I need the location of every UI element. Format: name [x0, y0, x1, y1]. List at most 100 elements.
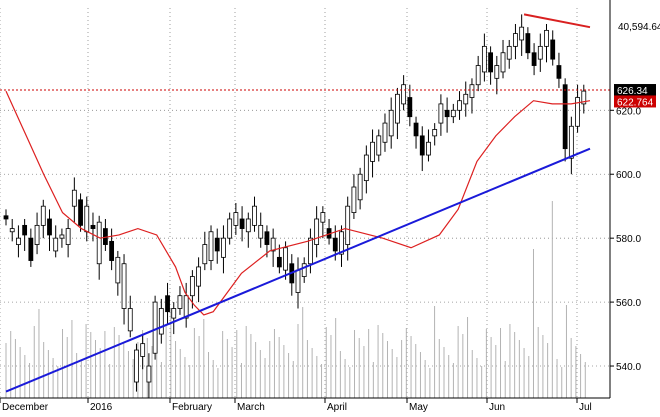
- candle-body-8: [53, 237, 59, 252]
- candle-body-36: [227, 218, 233, 239]
- candle-body-77: [481, 45, 487, 73]
- y-tick-label-0: 540.0: [616, 362, 641, 373]
- trendline-1: [523, 13, 591, 29]
- candle-body-66: [413, 122, 419, 137]
- x-tick-label-2: February: [172, 402, 212, 412]
- candle-body-37: [233, 212, 239, 226]
- y-tick-label-4: 620.0: [616, 106, 641, 117]
- candle-body-13: [84, 205, 90, 233]
- candle-body-82: [513, 33, 518, 47]
- candle-body-18: [115, 256, 121, 284]
- candle-body-57: [357, 173, 363, 201]
- candle-body-30: [189, 276, 195, 297]
- candle-body-7: [47, 218, 52, 236]
- candle-body-1: [9, 228, 15, 233]
- candle-body-73: [457, 100, 462, 111]
- candle-body-3: [22, 224, 28, 236]
- x-tick-label-6: Jun: [489, 402, 505, 412]
- candle-body-0: [3, 215, 9, 220]
- candle-body-87: [544, 29, 549, 47]
- candle-body-67: [419, 135, 425, 156]
- candle-body-29: [183, 295, 189, 319]
- candle-body-48: [301, 263, 307, 277]
- candle-body-78: [488, 52, 493, 73]
- candle-body-34: [214, 237, 220, 252]
- x-tick-label-4: April: [327, 402, 347, 412]
- candle-body-44: [276, 256, 282, 268]
- candle-body-41: [258, 224, 264, 239]
- candle-body-25: [158, 308, 164, 335]
- candle-body-26: [165, 295, 170, 313]
- candle-body-62: [388, 109, 394, 137]
- candle-body-58: [363, 154, 369, 182]
- candle-body-60: [376, 135, 382, 156]
- y-tick-label-1: 560.0: [616, 298, 641, 309]
- candle-body-2: [16, 237, 21, 245]
- x-tick-label-1: 2016: [90, 402, 113, 412]
- candle-body-80: [500, 52, 506, 73]
- trendlines: [5, 13, 591, 393]
- candle-body-93: [581, 90, 587, 105]
- candle-body-40: [252, 205, 257, 226]
- price-box-label-1: 622.764: [617, 97, 654, 108]
- trendline-0: [5, 147, 591, 393]
- candle-body-85: [531, 52, 537, 66]
- candle-body-39: [245, 218, 251, 233]
- candle-body-83: [519, 26, 525, 41]
- candle-body-90: [562, 84, 568, 150]
- candle-body-55: [345, 205, 351, 245]
- candle-body-5: [34, 224, 40, 245]
- candle-body-4: [28, 237, 34, 261]
- candle-body-43: [270, 237, 276, 252]
- x-tick-label-7: Jul: [579, 402, 592, 412]
- candle-body-35: [221, 237, 226, 258]
- candle-body-50: [314, 218, 320, 245]
- candle-body-42: [264, 231, 270, 245]
- candle-body-49: [308, 237, 313, 265]
- candle-body-86: [537, 45, 543, 60]
- candle-body-6: [40, 205, 46, 226]
- moving-average: [5, 90, 591, 316]
- x-tick-label-3: March: [237, 402, 265, 412]
- candle-body-72: [450, 109, 456, 118]
- candle-body-69: [432, 129, 438, 137]
- price-box-0: [614, 84, 656, 97]
- candle-body-15: [96, 221, 102, 265]
- y-tick-label-2: 580.0: [616, 234, 641, 245]
- candle-body-24: [152, 301, 158, 354]
- x-tick-label-0: December: [2, 402, 49, 412]
- candle-body-47: [295, 269, 301, 293]
- candle-body-92: [575, 97, 580, 127]
- candle-body-23: [146, 365, 152, 383]
- candle-body-64: [401, 84, 407, 105]
- candle-body-88: [550, 39, 556, 60]
- candle-body-31: [196, 266, 201, 287]
- time-axis: December 2016 February March April May Jun Jul: [0, 397, 610, 413]
- candle-body-32: [202, 244, 208, 265]
- y-tick-label-3: 600.0: [616, 170, 641, 181]
- candle-body-84: [525, 33, 531, 54]
- candle-body-11: [71, 189, 77, 207]
- candle-body-76: [475, 65, 481, 86]
- candle-body-75: [469, 84, 475, 98]
- candle-body-17: [109, 240, 115, 261]
- candle-body-68: [426, 141, 431, 156]
- top-readout: 40,594.64: [618, 22, 660, 33]
- candle-body-53: [332, 237, 338, 252]
- candle-body-38: [239, 218, 245, 229]
- candle-body-61: [382, 122, 388, 143]
- candle-body-70: [438, 103, 444, 124]
- candle-body-81: [506, 45, 512, 60]
- candle-body-20: [127, 308, 133, 332]
- candle-body-22: [140, 343, 146, 357]
- candle-body-54: [339, 231, 344, 255]
- candle-body-91: [568, 125, 574, 159]
- candle-body-79: [494, 65, 500, 79]
- candles: [3, 14, 587, 398]
- candle-body-10: [65, 228, 71, 245]
- candle-body-45: [283, 247, 288, 271]
- grid: [0, 8, 610, 398]
- candle-body-71: [444, 109, 450, 118]
